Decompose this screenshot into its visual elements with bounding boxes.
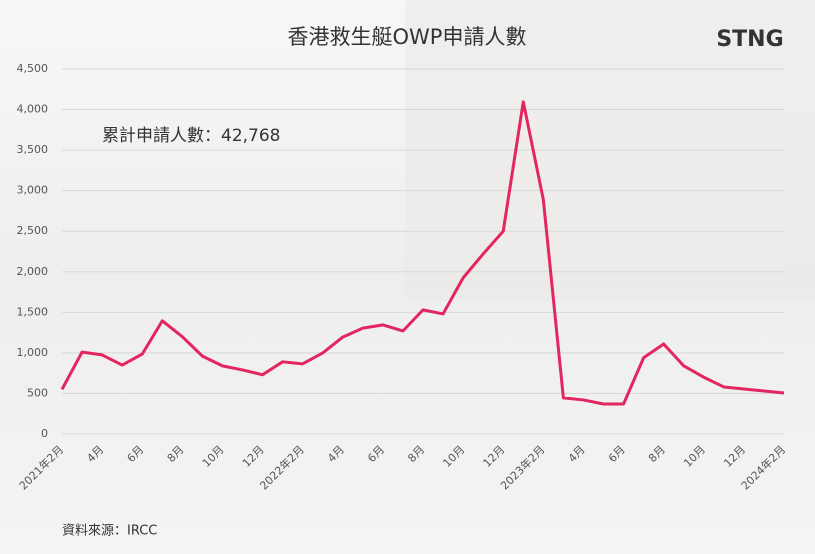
annotation: 累計申請人數：42,768 <box>102 126 280 146</box>
y-tick-label: 1,000 <box>17 346 49 359</box>
y-tick-label: 3,000 <box>17 184 49 197</box>
y-tick-label: 4,000 <box>17 103 49 116</box>
y-tick-label: 500 <box>27 386 48 399</box>
y-tick-label: 0 <box>41 427 48 440</box>
source: 資料來源：IRCC <box>62 524 157 539</box>
y-tick-label: 2,500 <box>17 224 49 237</box>
y-tick-label: 3,500 <box>17 143 49 156</box>
data-line <box>60 100 785 406</box>
y-tick-label: 1,500 <box>17 305 49 318</box>
y-tick-label: 4,500 <box>17 62 49 75</box>
logo: STNG <box>716 27 783 52</box>
chart-title: 香港救生艇OWP申請人數 <box>288 25 527 49</box>
y-tick-label: 2,000 <box>17 265 49 278</box>
